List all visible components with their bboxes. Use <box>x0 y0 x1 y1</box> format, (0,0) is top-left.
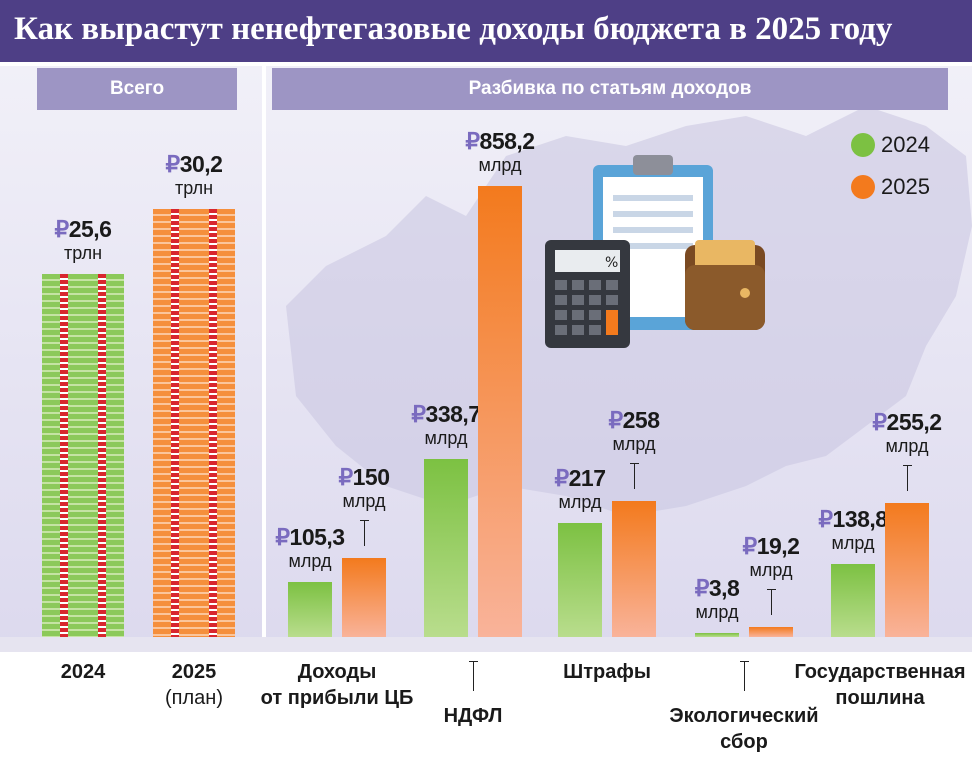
bar-2024-1-unit: млрд <box>424 428 468 448</box>
bar-2024-3-unit: млрд <box>695 602 739 622</box>
bar-2024-3-value: ₽3,8 <box>694 575 740 601</box>
total-2024-value: ₽25,6 <box>54 216 112 243</box>
bar-2025-1-unit: млрд <box>478 155 522 175</box>
total-category-label: 2024 <box>60 661 106 683</box>
category-label: Штрафы <box>563 661 651 683</box>
total-header: Всего <box>37 68 237 110</box>
bar-2025-3 <box>749 626 793 637</box>
bar-2025-0-value: ₽150 <box>338 464 390 491</box>
bar-2025-0 <box>342 558 386 637</box>
title-bar: Как вырастут ненефтегазовые доходы бюдже… <box>0 0 972 62</box>
category-label: НДФЛ <box>443 705 503 727</box>
total-2025-value: ₽30,2 <box>165 151 223 177</box>
bar-2025-2-unit: млрд <box>612 434 656 455</box>
bar-2024-1-value: ₽338,7 <box>411 401 481 427</box>
leader-line <box>903 464 912 491</box>
breakdown-header: Разбивка по статьям доходов <box>272 68 948 110</box>
leader-line <box>767 588 776 615</box>
leader-line <box>630 463 639 490</box>
bar-2025-1-value: ₽858,2 <box>465 128 535 154</box>
bar-2025-1 <box>478 186 522 637</box>
bar-2024-4-unit: млрд <box>831 533 875 554</box>
category-label: Экологический сбор <box>669 705 819 753</box>
category-leader-line <box>469 661 478 691</box>
leader-line <box>360 520 369 547</box>
legend-item-2024: 2024 <box>851 132 930 158</box>
money-band <box>98 274 106 637</box>
category-label: Государственная пошлина <box>794 661 966 709</box>
total-category-label: 2025 <box>171 661 217 683</box>
svg-text:%: % <box>605 255 618 271</box>
finance-illustration: % <box>545 155 765 348</box>
bar-2024-3 <box>695 633 739 637</box>
bar-2025-0-unit: млрд <box>342 491 386 512</box>
bar-2024-1 <box>424 459 468 637</box>
total-category-sublabel: (план) <box>165 687 223 709</box>
money-stack-2024 <box>42 274 124 637</box>
bar-2025-4-value: ₽255,2 <box>872 408 942 435</box>
bar-2025-3-value: ₽19,2 <box>742 532 800 559</box>
bar-2024-2 <box>558 522 602 637</box>
bar-2025-3-unit: млрд <box>749 559 793 580</box>
legend-item-2025: 2025 <box>851 174 930 200</box>
money-stack-2025 <box>153 209 235 637</box>
bar-2024-0 <box>288 581 332 637</box>
bar-2025-4 <box>885 502 929 637</box>
bar-2025-4-unit: млрд <box>885 435 929 456</box>
legend-label-2025: 2025 <box>881 174 930 199</box>
total-2024-unit: трлн <box>63 243 103 264</box>
bar-2025-2-value: ₽258 <box>608 407 660 434</box>
money-band <box>171 209 179 637</box>
money-band <box>209 209 217 637</box>
bar-2024-2-unit: млрд <box>558 491 602 512</box>
bar-2024-0-value: ₽105,3 <box>275 523 345 550</box>
baseline <box>0 637 972 652</box>
wallet-icon <box>685 240 765 330</box>
category-leader-line <box>740 661 749 691</box>
bar-2025-2 <box>612 501 656 637</box>
bar-2024-0-unit: млрд <box>288 550 332 571</box>
bar-2024-4 <box>831 564 875 637</box>
calculator-icon: % <box>545 240 630 348</box>
total-2025-unit: трлн <box>174 178 214 198</box>
legend-label-2024: 2024 <box>881 132 930 157</box>
bar-2024-2-value: ₽217 <box>554 464 606 491</box>
legend-dot-2024 <box>851 133 875 157</box>
chart-title: Как вырастут ненефтегазовые доходы бюдже… <box>14 11 893 47</box>
money-band <box>60 274 68 637</box>
bar-2024-4-value: ₽138,8 <box>818 506 888 533</box>
category-label: Доходы от прибыли ЦБ <box>260 661 414 709</box>
legend-dot-2025 <box>851 175 875 199</box>
